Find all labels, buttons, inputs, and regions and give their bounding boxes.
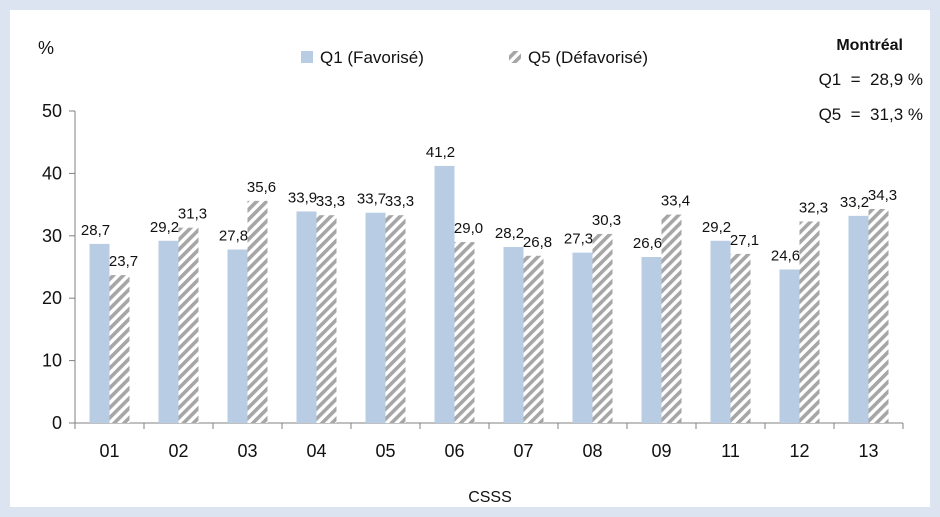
data-label-q5-04: 33,3 xyxy=(316,193,345,210)
data-label-q1-06: 41,2 xyxy=(426,144,455,161)
montreal-annotation: Montréal Q1 = 28,9 % Q5 = 31,3 % xyxy=(819,37,923,124)
bar-q5-04 xyxy=(316,215,337,423)
bar-q1-06 xyxy=(434,165,455,424)
bar-q5-12 xyxy=(799,221,820,423)
legend: Q1 (Favorisé) Q5 (Défavorisé) xyxy=(301,48,648,67)
data-label-q1-04: 33,9 xyxy=(288,189,317,206)
bar-q5-09 xyxy=(661,214,682,423)
bar-q1-08 xyxy=(572,252,593,423)
data-label-q1-01: 28,7 xyxy=(81,222,110,239)
bars xyxy=(89,165,889,424)
data-label-q1-12: 24,6 xyxy=(771,247,800,264)
x-tick-label: 05 xyxy=(375,441,395,461)
legend-label-q1: Q1 (Favorisé) xyxy=(320,48,424,67)
bar-q1-12 xyxy=(779,269,800,423)
data-label-q5-13: 34,3 xyxy=(868,187,897,204)
y-tick-label: 20 xyxy=(42,288,62,308)
bar-q1-13 xyxy=(848,215,869,423)
bar-q5-03 xyxy=(247,200,268,423)
x-tick-label: 04 xyxy=(306,441,326,461)
data-label-q5-11: 27,1 xyxy=(730,232,759,249)
bar-q1-02 xyxy=(158,240,179,423)
y-tick-label: 0 xyxy=(52,413,62,433)
data-label-q1-13: 33,2 xyxy=(840,194,869,211)
data-label-q5-03: 35,6 xyxy=(247,179,276,196)
x-axis-label: CSSS xyxy=(468,489,512,506)
data-label-q1-03: 27,8 xyxy=(219,228,248,245)
data-label-q1-02: 29,2 xyxy=(150,219,179,236)
bar-q5-06 xyxy=(454,242,475,423)
data-label-q5-05: 33,3 xyxy=(385,193,414,210)
x-tick-label: 13 xyxy=(858,441,878,461)
legend-swatch-q5 xyxy=(509,51,521,63)
annotation-line-q1: Q1 = 28,9 % xyxy=(819,70,923,89)
bar-q1-05 xyxy=(365,212,386,423)
bar-q5-13 xyxy=(868,208,889,423)
bar-q5-05 xyxy=(385,215,406,423)
y-tick-label: 10 xyxy=(42,351,62,371)
x-tick-label: 07 xyxy=(513,441,533,461)
data-label-q1-09: 26,6 xyxy=(633,235,662,252)
x-tick-label: 11 xyxy=(721,441,740,461)
bar-chart: % CSSS Q1 (Favorisé) Q5 (Défavorisé) Mon… xyxy=(38,37,923,506)
x-tick-label: 01 xyxy=(99,441,119,461)
bar-q1-11 xyxy=(710,240,731,423)
x-tick-label: 03 xyxy=(237,441,257,461)
bar-q5-11 xyxy=(730,253,751,423)
axes: 0 10 20 30 40 50 01 02 03 04 05 06 07 08 09 11 12 13 xyxy=(42,101,904,461)
bar-q1-01 xyxy=(89,243,110,423)
data-label-q5-12: 32,3 xyxy=(799,199,828,216)
y-tick-label: 40 xyxy=(42,163,62,183)
data-label-q1-08: 27,3 xyxy=(564,231,593,248)
y-tick-label: 50 xyxy=(42,101,62,121)
bar-q5-01 xyxy=(109,275,130,423)
annotation-title: Montréal xyxy=(836,37,903,54)
annotation-line-q5: Q5 = 31,3 % xyxy=(819,105,923,124)
x-tick-label: 12 xyxy=(789,441,809,461)
y-tick-label: 30 xyxy=(42,226,62,246)
data-label-q5-07: 26,8 xyxy=(523,234,552,251)
x-tick-label: 06 xyxy=(444,441,464,461)
data-label-q1-07: 28,2 xyxy=(495,225,524,242)
bar-q5-08 xyxy=(592,233,613,423)
data-label-q5-09: 33,4 xyxy=(661,193,690,210)
legend-label-q5: Q5 (Défavorisé) xyxy=(528,48,648,67)
bar-q1-09 xyxy=(641,257,662,423)
data-labels: 28,723,729,231,327,835,633,933,3 33,733,3… xyxy=(81,144,897,270)
x-tick-label: 02 xyxy=(168,441,188,461)
y-axis-label: % xyxy=(38,38,54,58)
data-label-q5-08: 30,3 xyxy=(592,212,621,229)
data-label-q5-01: 23,7 xyxy=(109,253,138,270)
data-label-q5-06: 29,0 xyxy=(454,220,483,237)
legend-swatch-q1 xyxy=(301,51,313,63)
chart-frame: % CSSS Q1 (Favorisé) Q5 (Défavorisé) Mon… xyxy=(10,10,930,507)
x-tick-label: 09 xyxy=(651,441,671,461)
data-label-q5-02: 31,3 xyxy=(178,206,207,223)
bar-q1-03 xyxy=(227,249,248,423)
data-label-q1-11: 29,2 xyxy=(702,219,731,236)
data-label-q1-05: 33,7 xyxy=(357,191,386,208)
bar-q1-04 xyxy=(296,211,317,423)
bar-q5-07 xyxy=(523,255,544,423)
bar-q1-07 xyxy=(503,247,524,423)
x-tick-label: 08 xyxy=(582,441,602,461)
bar-q5-02 xyxy=(178,227,199,423)
